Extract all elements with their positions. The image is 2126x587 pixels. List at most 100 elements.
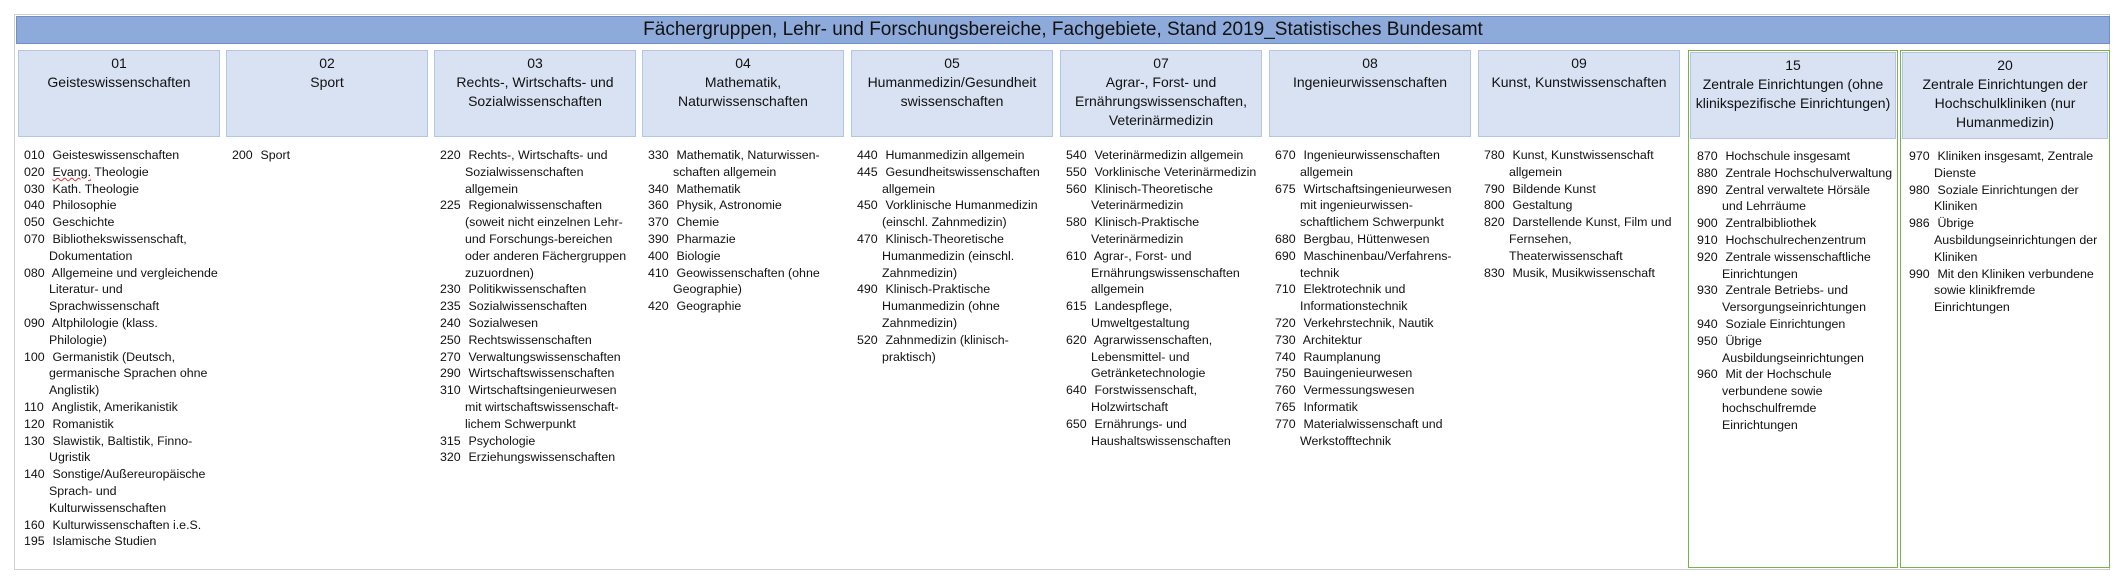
category-name: Rechts-, Wirtschafts- und Sozialwissensc… [456, 74, 614, 109]
subject-code: 540 [1066, 148, 1087, 162]
subject-name: Architektur [1302, 332, 1362, 347]
subject-code: 900 [1697, 216, 1718, 231]
category-code: 02 [319, 55, 335, 71]
subject-name: Informatik [1303, 399, 1358, 414]
subject-name: Pharmazie [676, 231, 736, 246]
subject-item: 986 Übrige Ausbildungseinrichtungen der … [1909, 215, 2105, 265]
subject-item: 760 Vermessungswesen [1275, 382, 1469, 399]
subject-name: Zentralbibliothek [1725, 216, 1817, 231]
subject-name: Agrar-, Forst- und Ernährungswissenschaf… [1091, 248, 1240, 297]
category-column-04: 04 Mathematik, Naturwissenschaften 330 Mat… [640, 50, 846, 568]
subject-item: 020 Evang. Theologie [24, 164, 218, 181]
subject-code: 800 [1484, 198, 1505, 213]
subject-code: 020 [24, 164, 45, 179]
category-code: 04 [735, 55, 751, 71]
category-column-15: 15 Zentrale Einrichtungen (ohne klinikspe… [1688, 50, 1898, 568]
subject-name: Islamische Studien [52, 534, 157, 549]
subject-code: 195 [24, 534, 45, 549]
subject-code: 220 [440, 148, 461, 162]
subject-name: Rechtswissenschaften [468, 332, 592, 347]
subject-item: 550 Vorklinische Veterinärmedizin [1066, 164, 1260, 181]
subject-name: Soziale Einrichtungen der Kliniken [1934, 182, 2079, 214]
category-code: 09 [1571, 55, 1587, 71]
subject-name: Erziehungswissenschaften [468, 450, 616, 465]
subject-list: 200 Sport [232, 147, 426, 164]
subject-code: 470 [857, 231, 878, 246]
subject-item: 160 Kulturwissenschaften i.e.S. [24, 517, 218, 534]
subject-name: Verkehrstechnik, Nautik [1303, 315, 1434, 330]
subject-item: 250 Rechtswissenschaften [440, 332, 634, 349]
subject-name: Sozialwesen [468, 315, 539, 330]
subject-item: 960 Mit der Hochschule verbundene sowie … [1697, 366, 1893, 433]
subject-code: 320 [440, 450, 461, 465]
subject-list: 330 Mathematik, Naturwissen-schaften all… [648, 147, 842, 315]
category-column-03: 03 Rechts-, Wirtschafts- und Sozialwissen… [432, 50, 638, 568]
subject-name: Geschichte [52, 215, 115, 230]
subject-item: 710 Elektrotechnik und Informationstechn… [1275, 281, 1469, 315]
subject-name: Gesundheitswissenschaften allgemein [882, 164, 1040, 196]
subject-name: Sport [260, 148, 291, 162]
subject-item: 330 Mathematik, Naturwissen-schaften all… [648, 147, 842, 181]
subject-item: 820 Darstellende Kunst, Film und Fernseh… [1484, 214, 1678, 264]
subject-name: Ernährungs- und Haushaltswissenschaften [1091, 416, 1231, 448]
subject-code: 100 [24, 349, 45, 364]
subject-item: 750 Bauingenieurwesen [1275, 365, 1469, 382]
subject-code: 230 [440, 282, 461, 297]
subject-code: 920 [1697, 249, 1718, 264]
subject-name: Veterinärmedizin allgemein [1094, 148, 1244, 162]
subject-code: 680 [1275, 231, 1296, 246]
subject-item: 830 Musik, Musikwissenschaft [1484, 265, 1678, 282]
subject-name: Germanistik (Deutsch, germanische Sprach… [49, 349, 208, 398]
subject-item: 110 Anglistik, Amerikanistik [24, 399, 218, 416]
subject-code: 110 [24, 399, 44, 414]
subject-item: 220 Rechts-, Wirtschafts- und Sozialwiss… [440, 147, 634, 197]
subject-code: 160 [24, 517, 45, 532]
subject-code: 550 [1066, 164, 1087, 179]
subject-code: 750 [1275, 366, 1296, 381]
subject-item: 980 Soziale Einrichtungen der Kliniken [1909, 182, 2105, 216]
subject-name: Philosophie [52, 198, 117, 213]
subject-name: Vorklinische Veterinärmedizin [1094, 164, 1257, 179]
subject-name: Maschinenbau/Verfahrens-technik [1300, 248, 1452, 280]
subject-item: 740 Raumplanung [1275, 349, 1469, 366]
subject-code: 130 [24, 433, 45, 448]
subject-name: Regionalwissenschaften (soweit nicht ein… [465, 198, 627, 280]
subject-code: 030 [24, 181, 45, 196]
subject-code: 420 [648, 299, 669, 314]
subject-code: 310 [440, 383, 461, 398]
subject-item: 780 Kunst, Kunstwissenschaft allgemein [1484, 147, 1678, 181]
subject-name: Vermessungswesen [1303, 383, 1415, 398]
subject-item: 445 Gesundheitswissenschaften allgemein [857, 164, 1051, 198]
subject-code: 675 [1275, 181, 1296, 196]
subject-item: 080 Allgemeine und vergleichende Literat… [24, 265, 218, 315]
subject-code: 315 [440, 433, 461, 448]
subject-item: 615 Landespflege, Umweltgestaltung [1066, 298, 1260, 332]
subject-item: 450 Vorklinische Humanmedizin (einschl. … [857, 197, 1051, 231]
subject-code: 400 [648, 248, 669, 263]
subject-item: 240 Sozialwesen [440, 315, 634, 332]
subject-name: Bibliothekswissenschaft, Dokumentation [49, 231, 187, 263]
subject-list: 540 Veterinärmedizin allgemein 550 Vorkli… [1066, 147, 1260, 449]
subject-name: Kunst, Kunstwissenschaft allgemein [1509, 148, 1654, 179]
subject-code: 270 [440, 349, 461, 364]
subject-item: 580 Klinisch-Praktische Veterinärmedizin [1066, 214, 1260, 248]
subject-item: 410 Geowissenschaften (ohne Geographie) [648, 265, 842, 299]
subject-item: 400 Biologie [648, 248, 842, 265]
subject-code: 880 [1697, 165, 1718, 180]
subject-code: 580 [1066, 215, 1087, 230]
subject-name: Klinisch-Theoretische Veterinärmedizin [1091, 181, 1213, 213]
subject-item: 195 Islamische Studien [24, 533, 218, 550]
subject-code: 820 [1484, 215, 1505, 230]
subject-name: Zentrale wissenschaftliche Einrichtungen [1722, 249, 1871, 281]
subject-name: Klinisch-Praktische Veterinärmedizin [1091, 215, 1200, 246]
subject-code: 120 [24, 416, 45, 431]
subject-name: Kulturwissenschaften i.e.S. [52, 517, 202, 532]
subject-item: 620 Agrarwissenschaften, Lebensmittel- u… [1066, 332, 1260, 382]
subject-code: 730 [1275, 332, 1296, 347]
category-column-02: 02 Sport 200 Sport [224, 50, 430, 568]
subject-code: 010 [24, 148, 45, 162]
subject-item: 120 Romanistik [24, 416, 218, 433]
category-code: 01 [111, 55, 127, 71]
subject-name: Sonstige/Außereuropäische Sprach- und Ku… [49, 467, 206, 515]
subject-code: 710 [1275, 282, 1296, 297]
